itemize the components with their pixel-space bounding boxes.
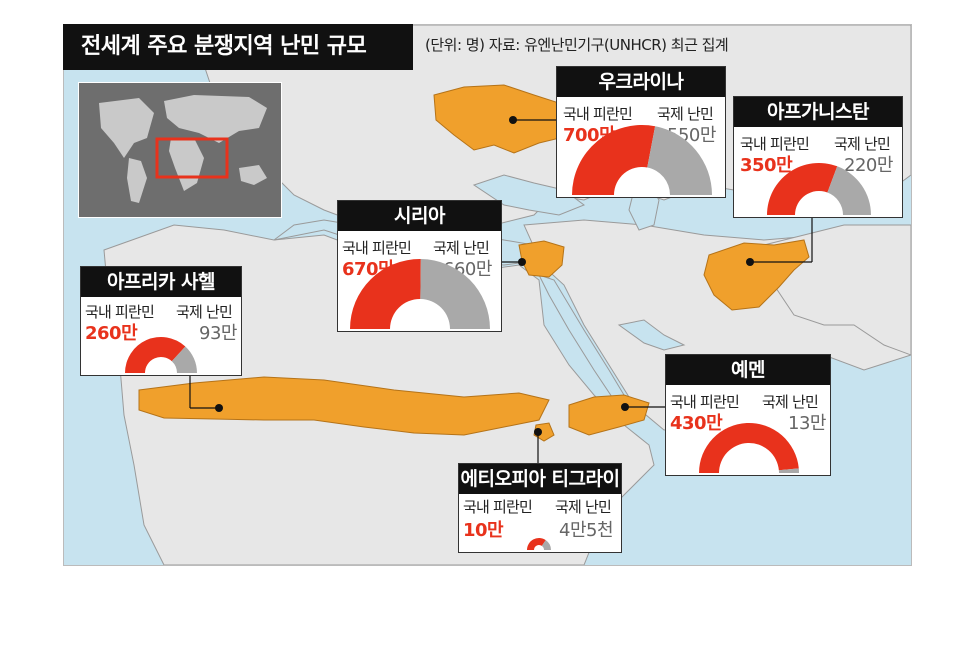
source-note: (단위: 명) 자료: 유엔난민기구(UNHCR) 최근 집계 (425, 36, 729, 54)
inset-world-map (78, 82, 282, 218)
tigray-idp-value: 10만 (463, 520, 504, 541)
refugee-label: 국제 난민 (834, 135, 891, 153)
idp-label: 국내 피란민 (670, 393, 740, 411)
refugee-label: 국제 난민 (176, 303, 233, 321)
refugee-arc (420, 259, 490, 329)
world-map-icon (99, 95, 267, 203)
yemen-idp-value: 430만 (670, 413, 723, 434)
sahel-card: 아프리카 사헬 국내 피란민 국제 난민 260만 93만 (80, 266, 242, 376)
idp-label: 국내 피란민 (563, 105, 633, 123)
yemen-refugee-value: 13만 (788, 413, 826, 434)
yemen-name: 예멘 (666, 355, 830, 385)
conflict-zones (138, 84, 810, 442)
refugee-arc (171, 346, 197, 373)
idp-arc (699, 422, 799, 473)
yemen-card: 예멘 국내 피란민 국제 난민 430만 13만 (665, 354, 831, 476)
refugee-arc (827, 166, 871, 215)
refugee-arc (541, 540, 551, 550)
sahel-name: 아프리카 사헬 (81, 267, 241, 297)
idp-arc (572, 124, 656, 195)
refugee-label: 국제 난민 (555, 498, 612, 516)
idp-arc (767, 163, 838, 215)
tigray-name: 에티오피아 티그라이 (459, 464, 621, 494)
afghanistan-card: 아프가니스탄 국내 피란민 국제 난민 350만 220만 (733, 96, 903, 218)
syria-card: 시리아 국내 피란민 국제 난민 670만 660만 (337, 200, 502, 332)
idp-arc (527, 538, 546, 550)
page-title: 전세계 주요 분쟁지역 난민 규모 (63, 24, 413, 70)
refugee-label: 국제 난민 (762, 393, 819, 411)
tigray-card: 에티오피아 티그라이 국내 피란민 국제 난민 10만 4만5천 (458, 463, 622, 553)
ukraine-gauge (572, 124, 712, 195)
idp-label: 국내 피란민 (740, 135, 810, 153)
yemen-zone (568, 394, 650, 436)
ukraine-name: 우크라이나 (557, 67, 725, 97)
afghanistan-gauge (767, 163, 871, 215)
tigray-gauge (527, 538, 551, 550)
syria-gauge (350, 259, 490, 329)
refugee-arc (647, 126, 712, 195)
sahel-gauge (125, 337, 197, 373)
idp-label: 국내 피란민 (463, 498, 533, 516)
inset-highlight-box (155, 137, 229, 179)
idp-arc (125, 337, 186, 373)
afghanistan-name: 아프가니스탄 (734, 97, 902, 127)
afghanistan-idp-value: 350만 (740, 155, 793, 176)
sahel-refugee-value: 93만 (199, 323, 237, 344)
ukraine-zone (433, 84, 575, 154)
refugee-label: 국제 난민 (433, 239, 490, 257)
sahel-zone (138, 376, 550, 436)
idp-label: 국내 피란민 (342, 239, 412, 257)
refugee-label: 국제 난민 (657, 105, 714, 123)
afghanistan-zone (703, 239, 810, 311)
yemen-gauge (699, 422, 799, 473)
sahel-idp-value: 260만 (85, 323, 138, 344)
afghanistan-refugee-value: 220만 (844, 155, 893, 176)
tigray-refugee-value: 4만5천 (559, 520, 614, 541)
idp-arc (350, 259, 421, 329)
idp-label: 국내 피란민 (85, 303, 155, 321)
ukraine-card: 우크라이나 국내 피란민 국제 난민 700만 550만 (556, 66, 726, 198)
refugee-arc (778, 468, 799, 473)
syria-name: 시리아 (338, 201, 501, 231)
